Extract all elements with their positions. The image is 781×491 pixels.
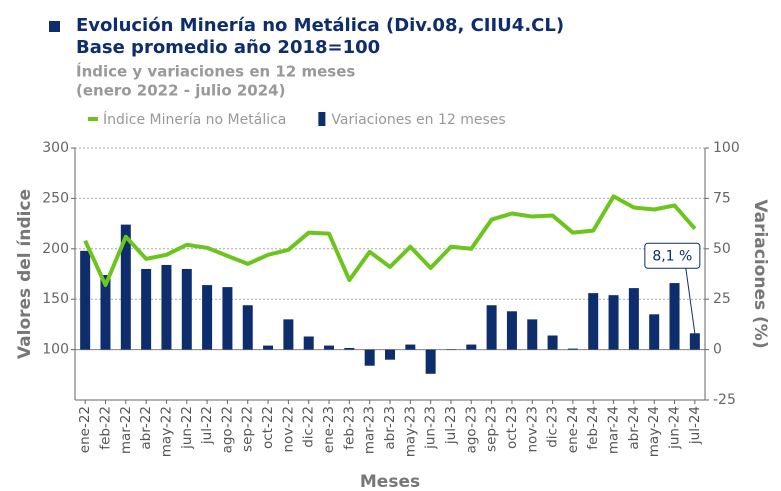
x-tick-label: oct-22: [260, 406, 276, 449]
x-tick-label: mar-24: [606, 406, 622, 454]
x-tick-label: oct-23: [504, 406, 520, 449]
y2-tick-label: 50: [713, 241, 731, 257]
label-box: [644, 242, 701, 269]
bar: [506, 311, 517, 350]
x-tick-label: may-22: [158, 406, 174, 457]
bar: [588, 293, 599, 350]
bar: [141, 268, 152, 350]
x-tick-label: jun-22: [179, 406, 195, 450]
legend-label: Variaciones en 12 meses: [331, 112, 505, 128]
x-tick-label: sep-23: [484, 406, 500, 452]
bar: [100, 275, 111, 350]
x-tick-label: jul-23: [443, 406, 459, 445]
bar: [385, 349, 395, 360]
bar: [80, 250, 91, 350]
x-tick-label: jul-24: [687, 406, 703, 445]
x-tick-label: jun-23: [423, 406, 439, 450]
y2-tick-label: -25: [713, 392, 736, 408]
y-axis-label: Valores del índice: [15, 189, 35, 359]
legend-label: Índice Minería no Metálica: [103, 111, 286, 128]
x-tick-label: mar-22: [118, 406, 134, 454]
x-tick-label: feb-22: [97, 406, 113, 450]
y-tick-label: 150: [42, 291, 69, 307]
bar: [120, 224, 131, 350]
bar: [242, 305, 253, 350]
bar: [466, 344, 477, 350]
x-tick-label: may-23: [402, 406, 418, 457]
legend-marker: [318, 112, 326, 126]
bar: [486, 305, 497, 350]
y2-tick-label: 25: [713, 291, 731, 307]
bar: [344, 347, 355, 350]
bar: [649, 314, 660, 350]
bar: [303, 336, 314, 350]
x-tick-label: ene-24: [565, 406, 581, 453]
bar: [181, 268, 192, 350]
x-tick-label: abr-23: [382, 406, 398, 450]
data-label: 8,1 %: [652, 248, 692, 264]
line: [83, 194, 697, 288]
x-tick-label: feb-23: [341, 406, 357, 450]
bar: [608, 295, 619, 350]
x-tick-label: ago-22: [219, 406, 235, 453]
x-tick-label: ene-23: [321, 406, 337, 453]
x-tick-label: ene-22: [77, 406, 93, 453]
bar: [425, 349, 436, 374]
bar: [222, 287, 233, 350]
y2-axis-label: Variaciones (%): [750, 199, 770, 348]
bar: [405, 344, 416, 350]
y2-tick-label: 100: [713, 140, 740, 156]
bar: [628, 288, 639, 350]
bar: [527, 319, 538, 350]
y-tick-label: 300: [42, 140, 69, 156]
x-tick-label: mar-23: [362, 406, 378, 454]
subtitle: Índice y variaciones en 12 meses: [76, 62, 355, 81]
x-tick-label: sep-22: [240, 406, 256, 452]
chart-title-2: Base promedio año 2018=100: [76, 37, 380, 58]
y-tick-label: 200: [42, 241, 69, 257]
bar: [689, 333, 700, 350]
bar: [547, 335, 558, 350]
x-tick-label: feb-24: [585, 406, 601, 450]
x-axis-label: Meses: [360, 472, 420, 491]
x-tick-label: dic-23: [545, 406, 561, 448]
bar: [283, 319, 294, 350]
x-tick-label: abr-22: [138, 406, 154, 450]
bar: [263, 345, 274, 350]
bar: [202, 285, 213, 350]
bar: [364, 349, 375, 366]
bar: [567, 348, 578, 350]
bar: [669, 283, 680, 350]
x-tick-label: abr-24: [626, 406, 642, 450]
y2-tick-label: 75: [713, 190, 731, 206]
x-tick-label: nov-22: [280, 406, 296, 453]
label-leader: [685, 268, 696, 334]
x-tick-label: nov-23: [524, 406, 540, 453]
y2-tick-label: 0: [713, 342, 722, 358]
title-marker: [49, 21, 60, 32]
x-tick-label: jul-22: [199, 406, 215, 445]
x-tick-label: dic-22: [301, 406, 317, 448]
subtitle-2: (enero 2022 - julio 2024): [76, 82, 285, 100]
bar: [161, 264, 172, 350]
x-tick-label: jun-24: [667, 406, 683, 450]
x-tick-label: ago-23: [463, 406, 479, 453]
bar: [324, 345, 335, 350]
y-tick-label: 250: [42, 190, 69, 206]
x-tick-label: may-24: [646, 406, 662, 457]
y-tick-label: 100: [42, 342, 69, 358]
chart-title: Evolución Minería no Metálica (Div.08, C…: [76, 15, 564, 36]
